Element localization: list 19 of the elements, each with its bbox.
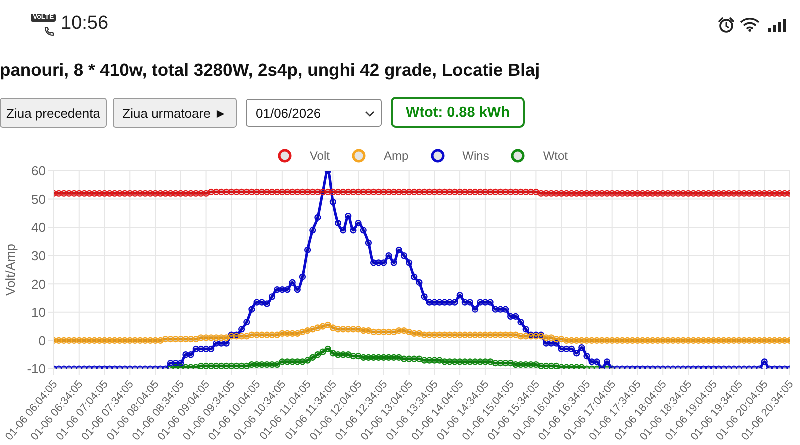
legend-label: Wtot (543, 148, 568, 162)
y-tick-label: 50 (32, 192, 46, 207)
y-tick-label: 0 (38, 333, 46, 348)
next-day-button[interactable]: Ziua urmatoare ► (113, 98, 237, 128)
y-axis-title: Volt/Amp (3, 244, 18, 296)
y-tick-label: 20 (32, 276, 46, 292)
legend-label: Wins (462, 148, 490, 162)
y-tick-label: 60 (32, 164, 46, 179)
y-tick-label: 30 (32, 248, 46, 264)
y-tick-label: -10 (27, 362, 46, 377)
chart-title: panouri, 8 * 410w, total 3280W, 2s4p, unghi 42 grade, Locatie Blaj (0, 59, 540, 82)
text: 10:56 (61, 12, 109, 36)
legend-label: Volt (310, 148, 330, 162)
y-tick-label: 40 (32, 220, 46, 236)
y-tick-label: 10 (32, 305, 46, 320)
energy-total-box: Wtot: 0.88 kWh (391, 97, 525, 128)
previous-day-button[interactable]: Ziua precedenta (0, 98, 107, 128)
legend-label: Amp (384, 148, 409, 162)
date-select-field[interactable]: 01/06/2026 (246, 99, 382, 127)
